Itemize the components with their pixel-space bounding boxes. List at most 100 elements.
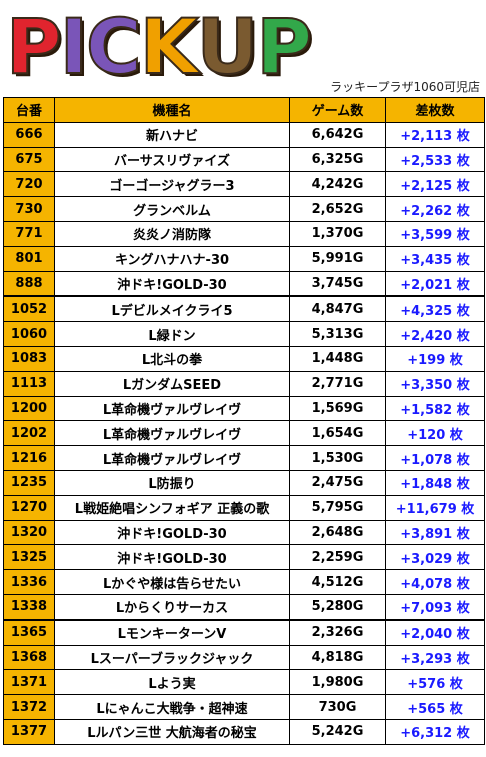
machine-number-cell: 720	[3, 171, 55, 198]
header-game-count: ゲーム数	[289, 97, 386, 123]
table-row: 1235 L防振り 2,475G +1,848 枚	[3, 469, 485, 496]
table-row: 1083 L北斗の拳 1,448G +199 枚	[3, 345, 485, 372]
machine-name-cell: Lデビルメイクライ5	[54, 295, 290, 323]
difference-cell: +2,420 枚	[385, 321, 485, 347]
game-count-cell: 4,242G	[289, 171, 386, 198]
machine-name-cell: 沖ドキ!GOLD-30	[54, 519, 290, 546]
machine-name-cell: Lからくりサーカス	[54, 593, 290, 621]
machine-name-cell: キングハナハナ-30	[54, 245, 290, 272]
machine-number-cell: 1365	[3, 618, 55, 646]
machine-number-cell: 1060	[3, 321, 55, 347]
logo-letter: U	[196, 2, 260, 91]
difference-cell: +3,599 枚	[385, 220, 485, 247]
machine-name-cell: LモンキーターンV	[54, 618, 290, 646]
logo-letter: C	[85, 2, 143, 91]
machine-name-cell: L革命機ヴァルヴレイヴ	[54, 420, 290, 447]
table-row: 1336 Lかぐや様は告らせたい 4,512G +4,078 枚	[3, 569, 485, 595]
difference-cell: +11,679 枚	[385, 494, 485, 521]
machine-number-cell: 801	[3, 245, 55, 272]
difference-cell: +2,040 枚	[385, 618, 485, 646]
difference-cell: +576 枚	[385, 669, 485, 696]
table-row: 675 バーサスリヴァイズ 6,325G +2,533 枚	[3, 146, 485, 173]
table-row: 1052 Lデビルメイクライ5 4,847G +4,325 枚	[3, 295, 485, 323]
header-machine-name: 機種名	[54, 97, 290, 123]
machine-number-cell: 771	[3, 220, 55, 247]
machine-number-cell: 1372	[3, 694, 55, 720]
game-count-cell: 730G	[289, 694, 386, 720]
table-row: 771 炎炎ノ消防隊 1,370G +3,599 枚	[3, 220, 485, 247]
machine-number-cell: 1270	[3, 494, 55, 521]
difference-cell: +2,021 枚	[385, 270, 485, 297]
game-count-cell: 6,642G	[289, 121, 386, 148]
table-row: 720 ゴーゴージャグラー3 4,242G +2,125 枚	[3, 171, 485, 198]
game-count-cell: 5,991G	[289, 245, 386, 272]
difference-cell: +1,582 枚	[385, 395, 485, 422]
machine-name-cell: L防振り	[54, 469, 290, 496]
machine-number-cell: 1235	[3, 469, 55, 496]
game-count-cell: 1,530G	[289, 445, 386, 471]
difference-cell: +3,435 枚	[385, 245, 485, 272]
machine-number-cell: 675	[3, 146, 55, 173]
pickup-logo: P I C K U P	[5, 2, 313, 91]
machine-name-cell: Lルパン三世 大航海者の秘宝	[54, 718, 290, 745]
difference-cell: +120 枚	[385, 420, 485, 447]
machine-number-cell: 1368	[3, 644, 55, 671]
machine-number-cell: 1202	[3, 420, 55, 447]
logo-letter: K	[139, 2, 200, 91]
difference-cell: +2,125 枚	[385, 171, 485, 198]
game-count-cell: 2,475G	[289, 469, 386, 496]
machine-number-cell: 1113	[3, 370, 55, 397]
machine-name-cell: Lスーパーブラックジャック	[54, 644, 290, 671]
machine-name-cell: L緑ドン	[54, 321, 290, 347]
game-count-cell: 2,259G	[289, 544, 386, 571]
game-count-cell: 1,370G	[289, 220, 386, 247]
table-row: 888 沖ドキ!GOLD-30 3,745G +2,021 枚	[3, 270, 485, 297]
game-count-cell: 5,795G	[289, 494, 386, 521]
difference-cell: +6,312 枚	[385, 718, 485, 745]
table-row: 1060 L緑ドン 5,313G +2,420 枚	[3, 321, 485, 347]
logo-letter: P	[255, 2, 313, 91]
machine-number-cell: 1320	[3, 519, 55, 546]
pickup-table: 台番 機種名 ゲーム数 差枚数 666 新ハナビ 6,642G +2,113 枚 675…	[3, 97, 485, 745]
machine-name-cell: L革命機ヴァルヴレイヴ	[54, 395, 290, 422]
difference-cell: +3,891 枚	[385, 519, 485, 546]
game-count-cell: 1,448G	[289, 345, 386, 372]
difference-cell: +2,262 枚	[385, 196, 485, 222]
machine-name-cell: L戦姫絶唱シンフォギア 正義の歌	[54, 494, 290, 521]
machine-name-cell: L北斗の拳	[54, 345, 290, 372]
table-row: 1216 L革命機ヴァルヴレイヴ 1,530G +1,078 枚	[3, 445, 485, 471]
table-row: 666 新ハナビ 6,642G +2,113 枚	[3, 121, 485, 148]
machine-number-cell: 666	[3, 121, 55, 148]
table-row: 1320 沖ドキ!GOLD-30 2,648G +3,891 枚	[3, 519, 485, 546]
machine-number-cell: 1371	[3, 669, 55, 696]
game-count-cell: 1,654G	[289, 420, 386, 447]
game-count-cell: 6,325G	[289, 146, 386, 173]
store-name: ラッキープラザ1060可児店	[330, 80, 480, 94]
game-count-cell: 2,326G	[289, 618, 386, 646]
difference-cell: +199 枚	[385, 345, 485, 372]
machine-number-cell: 1200	[3, 395, 55, 422]
table-row: 1377 Lルパン三世 大航海者の秘宝 5,242G +6,312 枚	[3, 718, 485, 745]
game-count-cell: 5,280G	[289, 593, 386, 621]
table-row: 1338 Lからくりサーカス 5,280G +7,093 枚	[3, 593, 485, 621]
game-count-cell: 2,652G	[289, 196, 386, 222]
table-row: 1372 Lにゃんこ大戦争・超神速 730G +565 枚	[3, 694, 485, 720]
table-row: 1371 Lよう実 1,980G +576 枚	[3, 669, 485, 696]
table-row: 1113 LガンダムSEED 2,771G +3,350 枚	[3, 370, 485, 397]
table-row: 1200 L革命機ヴァルヴレイヴ 1,569G +1,582 枚	[3, 395, 485, 422]
logo-letter: I	[59, 2, 89, 91]
header-difference: 差枚数	[385, 97, 485, 123]
difference-cell: +2,533 枚	[385, 146, 485, 173]
table-row: 1365 LモンキーターンV 2,326G +2,040 枚	[3, 618, 485, 646]
pickup-banner: P I C K U P ラッキープラザ1060可児店	[0, 0, 486, 96]
game-count-cell: 2,648G	[289, 519, 386, 546]
machine-name-cell: LガンダムSEED	[54, 370, 290, 397]
machine-name-cell: 新ハナビ	[54, 121, 290, 148]
difference-cell: +2,113 枚	[385, 121, 485, 148]
machine-number-cell: 1336	[3, 569, 55, 595]
machine-number-cell: 1216	[3, 445, 55, 471]
game-count-cell: 4,512G	[289, 569, 386, 595]
game-count-cell: 3,745G	[289, 270, 386, 297]
logo-letter: P	[5, 2, 63, 91]
difference-cell: +3,350 枚	[385, 370, 485, 397]
